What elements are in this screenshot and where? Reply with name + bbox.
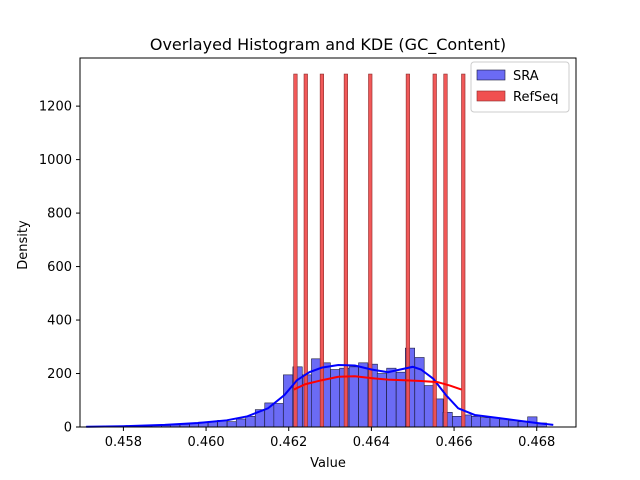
refseq-bar [319, 73, 324, 428]
x-tick-label: 0.466 [435, 435, 472, 450]
sra-bar [386, 367, 397, 428]
refseq-bar [368, 73, 373, 428]
x-tick-label: 0.468 [518, 435, 555, 450]
x-tick-label: 0.462 [270, 435, 307, 450]
refseq-bar [405, 73, 410, 428]
legend-swatch-sra [476, 69, 506, 81]
refseq-bar [461, 73, 466, 428]
sra-bar [489, 417, 500, 428]
refseq-bars [293, 73, 466, 428]
y-tick-label: 800 [47, 207, 72, 222]
refseq-bar [432, 73, 437, 428]
chart-title: Overlayed Histogram and KDE (GC_Content) [150, 35, 506, 55]
sra-bar [235, 418, 246, 428]
sra-bar [245, 416, 256, 428]
refseq-kde-line [293, 375, 462, 391]
refseq-bar [443, 73, 448, 428]
y-tick-label: 200 [47, 367, 72, 382]
sra-kde-line [86, 363, 554, 428]
legend: SRA RefSeq [470, 61, 570, 113]
legend-swatch-refseq [476, 90, 506, 102]
y-tick-label: 1000 [39, 153, 72, 168]
x-tick-label: 0.464 [353, 435, 390, 450]
sra-bar [376, 373, 387, 428]
sra-bar [358, 362, 369, 428]
refseq-bar [343, 73, 348, 428]
sra-bar [226, 421, 237, 428]
axes-frame [79, 57, 577, 428]
legend-label-refseq: RefSeq [513, 90, 559, 105]
y-tick-label: 1200 [39, 100, 72, 115]
sra-bar [283, 374, 294, 428]
plot-area [85, 73, 554, 428]
y-axis-label: Density [16, 220, 31, 270]
x-tick-label: 0.460 [187, 435, 224, 450]
y-tick-label: 0 [64, 421, 72, 436]
sra-bar [471, 416, 482, 428]
sra-bar [424, 385, 434, 428]
axes: 0.458 0.460 0.462 0.464 0.466 0.468 0 200 400 600… [39, 57, 577, 450]
x-tick-label: 0.458 [105, 435, 142, 450]
sra-bar [480, 417, 491, 428]
refseq-bar [293, 73, 298, 428]
legend-label-sra: SRA [513, 69, 539, 84]
y-tick-label: 400 [47, 314, 72, 329]
sra-bar [273, 403, 284, 428]
sra-bar [452, 416, 463, 428]
x-axis-label: Value [310, 456, 346, 471]
y-tick-label: 600 [47, 260, 72, 275]
